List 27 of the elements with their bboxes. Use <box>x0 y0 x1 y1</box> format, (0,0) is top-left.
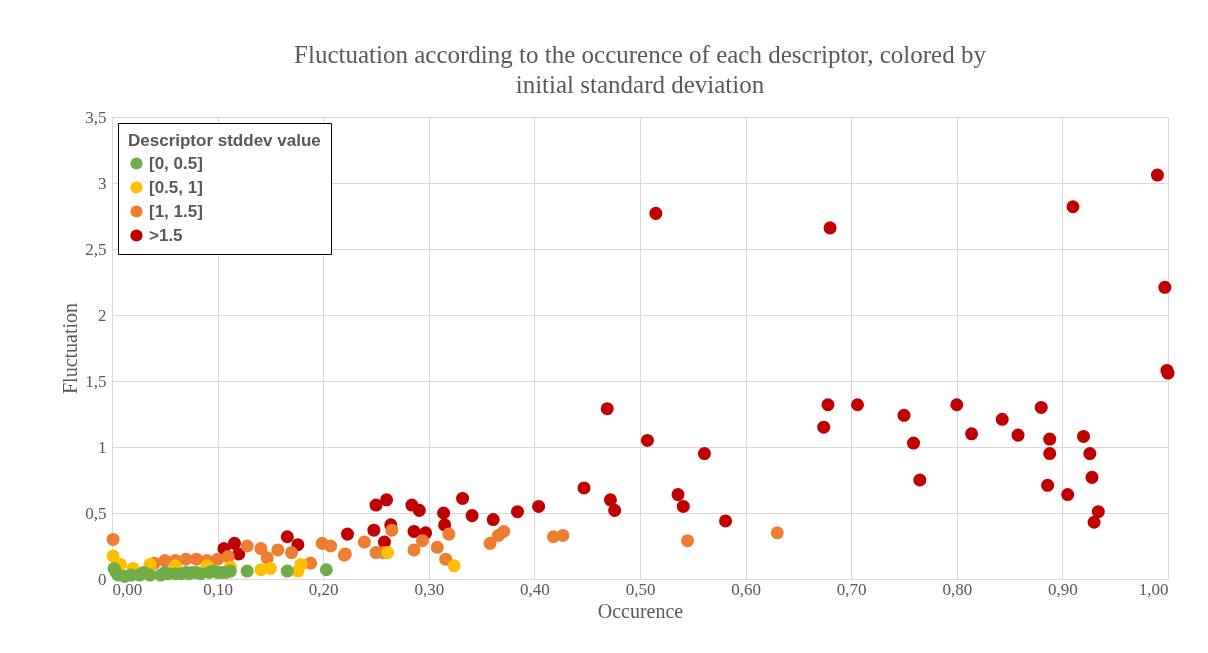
y-tick-label: 2,5 <box>85 239 107 259</box>
x-tick-label: 1,00 <box>1138 579 1169 599</box>
legend-label: [1, 1.5] <box>149 201 203 221</box>
x-tick-label: 0,10 <box>203 579 233 599</box>
y-tick-label: 0 <box>98 569 107 589</box>
y-axis-title: Fluctuation <box>59 302 82 395</box>
legend-label: >1.5 <box>149 225 183 245</box>
x-tick-label: 0,70 <box>836 579 867 599</box>
x-tick-label: 0,40 <box>520 579 550 599</box>
x-axis-title: Occurence <box>597 599 684 622</box>
x-tick-label: 0,80 <box>942 579 973 599</box>
y-tick-label: 1,5 <box>85 371 107 391</box>
y-tick-label: 3 <box>98 173 107 193</box>
y-tick-label: 1 <box>98 437 107 457</box>
legend-label: [0, 0.5] <box>149 153 203 173</box>
x-tick-label: 0,30 <box>414 579 445 599</box>
y-tick-label: 2 <box>98 305 107 325</box>
y-tick-label: 0,5 <box>85 503 107 523</box>
x-tick-label: 0,00 <box>112 579 143 599</box>
x-tick-label: 0,50 <box>625 579 656 599</box>
x-tick-label: 0,20 <box>308 579 339 599</box>
x-tick-label: 0,90 <box>1048 579 1078 599</box>
legend-title: Descriptor stddev value <box>128 131 321 150</box>
chart-title: Fluctuation according to the occurence of each descriptor, colored by initial standard deviation <box>294 41 987 98</box>
y-tick-label: 3,5 <box>85 107 107 127</box>
legend-label: [0.5, 1] <box>149 177 203 197</box>
x-tick-label: 0,60 <box>731 579 761 599</box>
